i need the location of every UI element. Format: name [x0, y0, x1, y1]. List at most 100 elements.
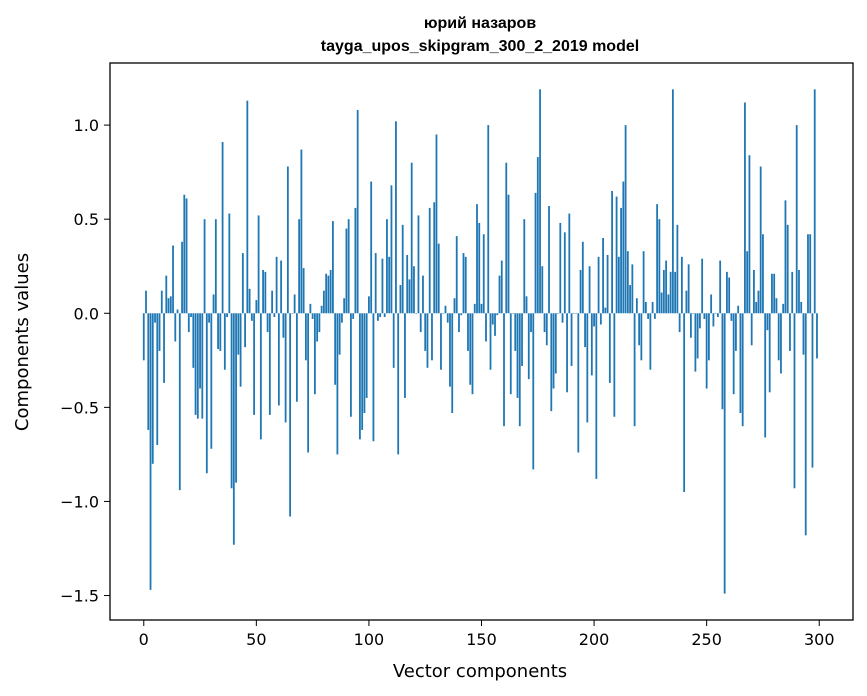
bar-114 — [399, 285, 402, 314]
bar-0 — [142, 313, 145, 361]
bar-277 — [766, 313, 769, 331]
bar-140 — [458, 313, 460, 333]
bar-14 — [174, 313, 177, 342]
bar-291 — [798, 269, 800, 314]
bar-200 — [593, 313, 595, 327]
bar-252 — [710, 294, 713, 314]
bar-46 — [246, 100, 249, 314]
bar-253 — [712, 313, 715, 327]
bar-294 — [804, 313, 807, 536]
bar-225 — [649, 313, 652, 370]
bar-197 — [586, 313, 589, 423]
x-axis: 0 50 100 150 200 250 300 — [139, 620, 835, 649]
bar-186 — [561, 313, 564, 323]
bar-280 — [773, 273, 776, 314]
bar-240 — [683, 313, 686, 493]
bar-57 — [271, 290, 274, 314]
bar-36 — [223, 313, 226, 370]
bar-181 — [550, 313, 553, 412]
bar-241 — [685, 290, 688, 314]
bar-112 — [395, 121, 397, 314]
bar-255 — [717, 313, 719, 318]
bar-173 — [532, 313, 535, 470]
bar-105 — [379, 313, 382, 318]
bar-176 — [539, 89, 541, 314]
bar-265 — [739, 313, 742, 413]
bar-182 — [552, 313, 555, 389]
bar-66 — [291, 313, 294, 314]
bar-124 — [422, 275, 424, 314]
bar-184 — [557, 313, 559, 314]
bar-230 — [660, 292, 663, 314]
bar-205 — [604, 307, 607, 314]
bar-83 — [329, 269, 332, 314]
bar-121 — [415, 313, 418, 314]
x-tick-label-50: 50 — [246, 630, 266, 649]
bar-276 — [764, 313, 767, 438]
x-tick-label-200: 200 — [579, 630, 610, 649]
y-axis: −1.5 −1.0 −0.5 0.0 0.5 1.0 — [60, 116, 110, 606]
bar-223 — [644, 301, 647, 314]
bar-131 — [437, 243, 440, 314]
bar-288 — [791, 271, 794, 314]
bar-234 — [669, 271, 672, 314]
bar-69 — [298, 219, 301, 314]
bar-37 — [226, 313, 228, 318]
bar-290 — [795, 125, 798, 314]
bar-106 — [381, 258, 384, 314]
bar-95 — [356, 110, 359, 314]
bar-167 — [518, 313, 521, 427]
bar-87 — [338, 313, 341, 355]
bar-208 — [611, 190, 613, 314]
bar-5 — [154, 313, 156, 323]
bar-51 — [257, 215, 260, 314]
bar-61 — [280, 260, 283, 314]
bar-2 — [147, 313, 150, 430]
bar-164 — [512, 313, 514, 314]
bar-178 — [543, 313, 546, 333]
bar-286 — [786, 224, 789, 314]
bar-31 — [212, 294, 215, 314]
bar-154 — [489, 313, 492, 370]
bar-155 — [491, 313, 494, 325]
y-axis-label: Components values — [12, 253, 33, 431]
bar-134 — [444, 305, 447, 314]
bar-191 — [572, 313, 575, 314]
bar-292 — [800, 301, 803, 314]
bar-30 — [210, 313, 213, 449]
bar-97 — [361, 313, 364, 430]
bar-212 — [620, 207, 622, 314]
bar-185 — [559, 222, 562, 314]
bar-251 — [708, 313, 710, 361]
bar-116 — [404, 313, 406, 398]
bar-22 — [192, 313, 195, 368]
bar-71 — [302, 268, 305, 314]
bar-125 — [424, 313, 427, 351]
bar-103 — [374, 253, 377, 314]
bar-39 — [230, 313, 233, 489]
bar-293 — [802, 313, 805, 355]
bar-130 — [435, 134, 438, 314]
bar-12 — [169, 296, 172, 314]
bar-75 — [311, 313, 314, 319]
bar-120 — [413, 266, 415, 314]
bar-50 — [255, 300, 258, 314]
bar-107 — [383, 313, 386, 318]
bar-137 — [451, 313, 454, 413]
y-tick-label-4: 0.5 — [74, 210, 99, 229]
bar-40 — [232, 313, 235, 545]
bar-32 — [214, 219, 217, 314]
bar-203 — [599, 313, 602, 325]
bar-206 — [606, 254, 609, 314]
bar-29 — [208, 313, 210, 323]
bar-275 — [762, 234, 764, 314]
bar-187 — [563, 232, 566, 314]
bar-68 — [295, 313, 298, 402]
bar-122 — [417, 215, 420, 314]
bar-128 — [431, 313, 433, 361]
bar-52 — [259, 313, 262, 440]
bar-42 — [237, 313, 240, 355]
bar-169 — [523, 219, 526, 314]
bar-49 — [253, 313, 255, 415]
bar-6 — [156, 313, 159, 445]
